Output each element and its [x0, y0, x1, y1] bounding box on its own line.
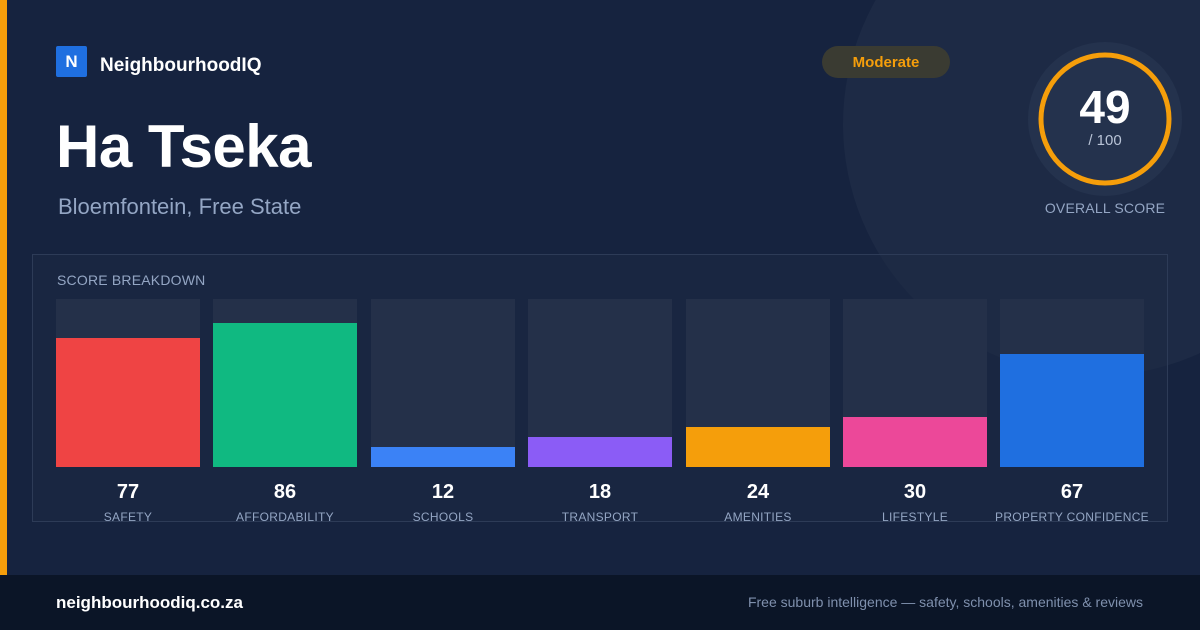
- bar-track: [528, 299, 672, 467]
- score-bar-schools: 12 SCHOOLS: [371, 299, 515, 524]
- bar-fill: [528, 437, 672, 467]
- bar-fill: [371, 447, 515, 467]
- bar-label: SCHOOLS: [412, 510, 474, 524]
- bar-label: AFFORDABILITY: [236, 510, 334, 524]
- bar-track: [213, 299, 357, 467]
- bar-label: SAFETY: [103, 510, 153, 524]
- breakdown-title: SCORE BREAKDOWN: [57, 272, 206, 288]
- brand-logo[interactable]: N NeighbourhoodIQ: [56, 46, 261, 77]
- score-ring-arc: [1038, 52, 1172, 186]
- brand-name: NeighbourhoodIQ: [100, 54, 262, 76]
- bar-fill: [56, 338, 200, 467]
- bar-value: 67: [1060, 481, 1084, 503]
- bar-fill: [843, 417, 987, 467]
- bar-label: TRANSPORT: [561, 510, 639, 524]
- bar-value: 24: [746, 481, 770, 503]
- score-bar-transport: 18 TRANSPORT: [528, 299, 672, 524]
- score-ring-graphic: [1038, 52, 1172, 186]
- footer-tagline: Free suburb intelligence — safety, schoo…: [747, 594, 1143, 610]
- score-bar-property-confidence: 67 PROPERTY CONFIDENCE: [995, 299, 1149, 524]
- bar-fill: [213, 323, 357, 467]
- overall-score-value: 49: [1079, 81, 1131, 133]
- bar-track: [56, 299, 200, 467]
- bar-label: AMENITIES: [724, 510, 792, 524]
- suburb-title: Ha Tseka: [56, 113, 312, 180]
- score-bar-affordability: 86 AFFORDABILITY: [213, 299, 357, 524]
- bar-value: 30: [903, 481, 927, 503]
- bar-value: 77: [116, 481, 140, 503]
- overall-score-ring: 49 / 100: [1028, 42, 1182, 196]
- bar-track: [686, 299, 830, 467]
- score-bar-lifestyle: 30 LIFESTYLE: [843, 299, 987, 524]
- bar-track: [843, 299, 987, 467]
- score-bar-amenities: 24 AMENITIES: [686, 299, 830, 524]
- overall-score-label: OVERALL SCORE: [1044, 200, 1166, 216]
- bar-value: 18: [588, 481, 612, 503]
- bar-value: 12: [431, 481, 455, 503]
- bar-track: [1000, 299, 1144, 467]
- bar-fill: [1000, 354, 1144, 467]
- suburb-location: Bloemfontein, Free State: [58, 194, 302, 219]
- footer: neighbourhoodiq.co.za Free suburb intell…: [0, 575, 1200, 630]
- logo-mark-icon: N: [56, 46, 87, 77]
- bar-value: 86: [273, 481, 297, 503]
- bar-fill: [686, 427, 830, 467]
- accent-strip: [0, 0, 7, 575]
- score-bar-safety: 77 SAFETY: [56, 299, 200, 524]
- overall-score-max: / 100: [1088, 132, 1122, 149]
- rating-badge: Moderate: [822, 46, 950, 78]
- footer-domain-link[interactable]: neighbourhoodiq.co.za: [56, 593, 243, 612]
- bar-track: [371, 299, 515, 467]
- bar-label: LIFESTYLE: [881, 510, 949, 524]
- bar-label: PROPERTY CONFIDENCE: [995, 510, 1149, 524]
- score-breakdown-panel: SCORE BREAKDOWN 77 SAFETY 86 AFFORDABILITY 1…: [32, 254, 1168, 524]
